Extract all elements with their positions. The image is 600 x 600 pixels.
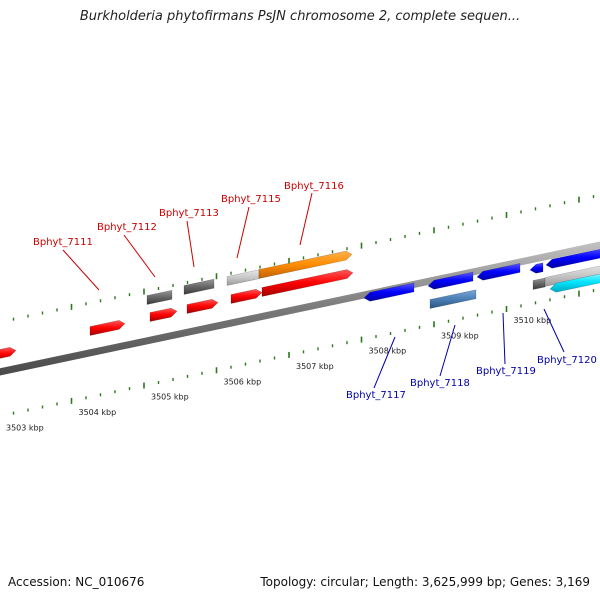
- tick-label: 3510 kbp: [514, 316, 552, 325]
- leader-line: [373, 336, 396, 389]
- tick-label: 3508 kbp: [369, 347, 407, 356]
- leader-line: [186, 220, 195, 268]
- tick-labels: 3503 kbp 3504 kbp 3505 kbp 3506 kbp 3507 kbp…: [6, 316, 551, 432]
- accession-text: Accession: NC_010676: [8, 575, 145, 589]
- label-leader-lines: [62, 192, 565, 389]
- tick-label: 3503 kbp: [6, 423, 44, 432]
- tick-label: 3505 kbp: [151, 393, 189, 402]
- gene-feature: [544, 265, 600, 287]
- leader-line: [123, 234, 156, 278]
- gene-feature: [258, 250, 353, 279]
- gene-feature: [226, 269, 260, 286]
- gene-feature: [529, 262, 544, 274]
- gene-feature: [549, 273, 600, 293]
- gene-label-bphyt-7116[interactable]: Bphyt_7116: [284, 181, 344, 192]
- gene-label-bphyt-7120[interactable]: Bphyt_7120: [537, 355, 597, 366]
- tick-label: 3504 kbp: [79, 408, 117, 417]
- gene-feature: [186, 298, 219, 314]
- gene-feature: [183, 278, 215, 295]
- gene-label-bphyt-7111[interactable]: Bphyt_7111: [33, 237, 93, 248]
- leader-line: [236, 206, 250, 259]
- backbone: [0, 241, 600, 376]
- gene-feature: [230, 288, 263, 304]
- gene-label-bphyt-7119[interactable]: Bphyt_7119: [476, 366, 536, 377]
- gene-feature: [429, 289, 477, 309]
- outer-tick-track: [12, 195, 595, 321]
- gene-feature: [476, 263, 521, 281]
- tick-label: 3509 kbp: [441, 331, 479, 340]
- gene-feature: [532, 277, 546, 290]
- gene-feature: [261, 269, 354, 297]
- map-title: Burkholderia phytofirmans PsJN chromosom…: [79, 9, 521, 24]
- gene-feature: [0, 346, 17, 359]
- gene-label-bphyt-7118[interactable]: Bphyt_7118: [410, 378, 470, 389]
- gene-features: [0, 248, 600, 359]
- topology-summary: Topology: circular; Length: 3,625,999 bp…: [260, 575, 590, 589]
- gene-labels: Bphyt_7111 Bphyt_7112 Bphyt_7113 Bphyt_7…: [33, 181, 597, 401]
- leader-line: [502, 312, 506, 365]
- gene-label-bphyt-7112[interactable]: Bphyt_7112: [97, 222, 157, 233]
- leader-line: [543, 308, 565, 353]
- gene-feature: [146, 289, 173, 305]
- tick-label: 3506 kbp: [224, 377, 262, 386]
- gene-feature: [149, 307, 178, 322]
- gene-feature: [363, 282, 415, 302]
- gene-label-bphyt-7115[interactable]: Bphyt_7115: [221, 194, 281, 205]
- gene-feature: [427, 271, 474, 290]
- leader-line: [439, 324, 456, 377]
- gene-feature: [89, 320, 126, 336]
- inner-tick-track: [12, 289, 595, 415]
- tick-label: 3507 kbp: [296, 362, 334, 371]
- gene-feature: [545, 248, 600, 269]
- gene-label-bphyt-7113[interactable]: Bphyt_7113: [159, 208, 219, 219]
- leader-line: [299, 192, 313, 246]
- leader-line: [62, 249, 100, 291]
- gene-label-bphyt-7117[interactable]: Bphyt_7117: [346, 390, 406, 401]
